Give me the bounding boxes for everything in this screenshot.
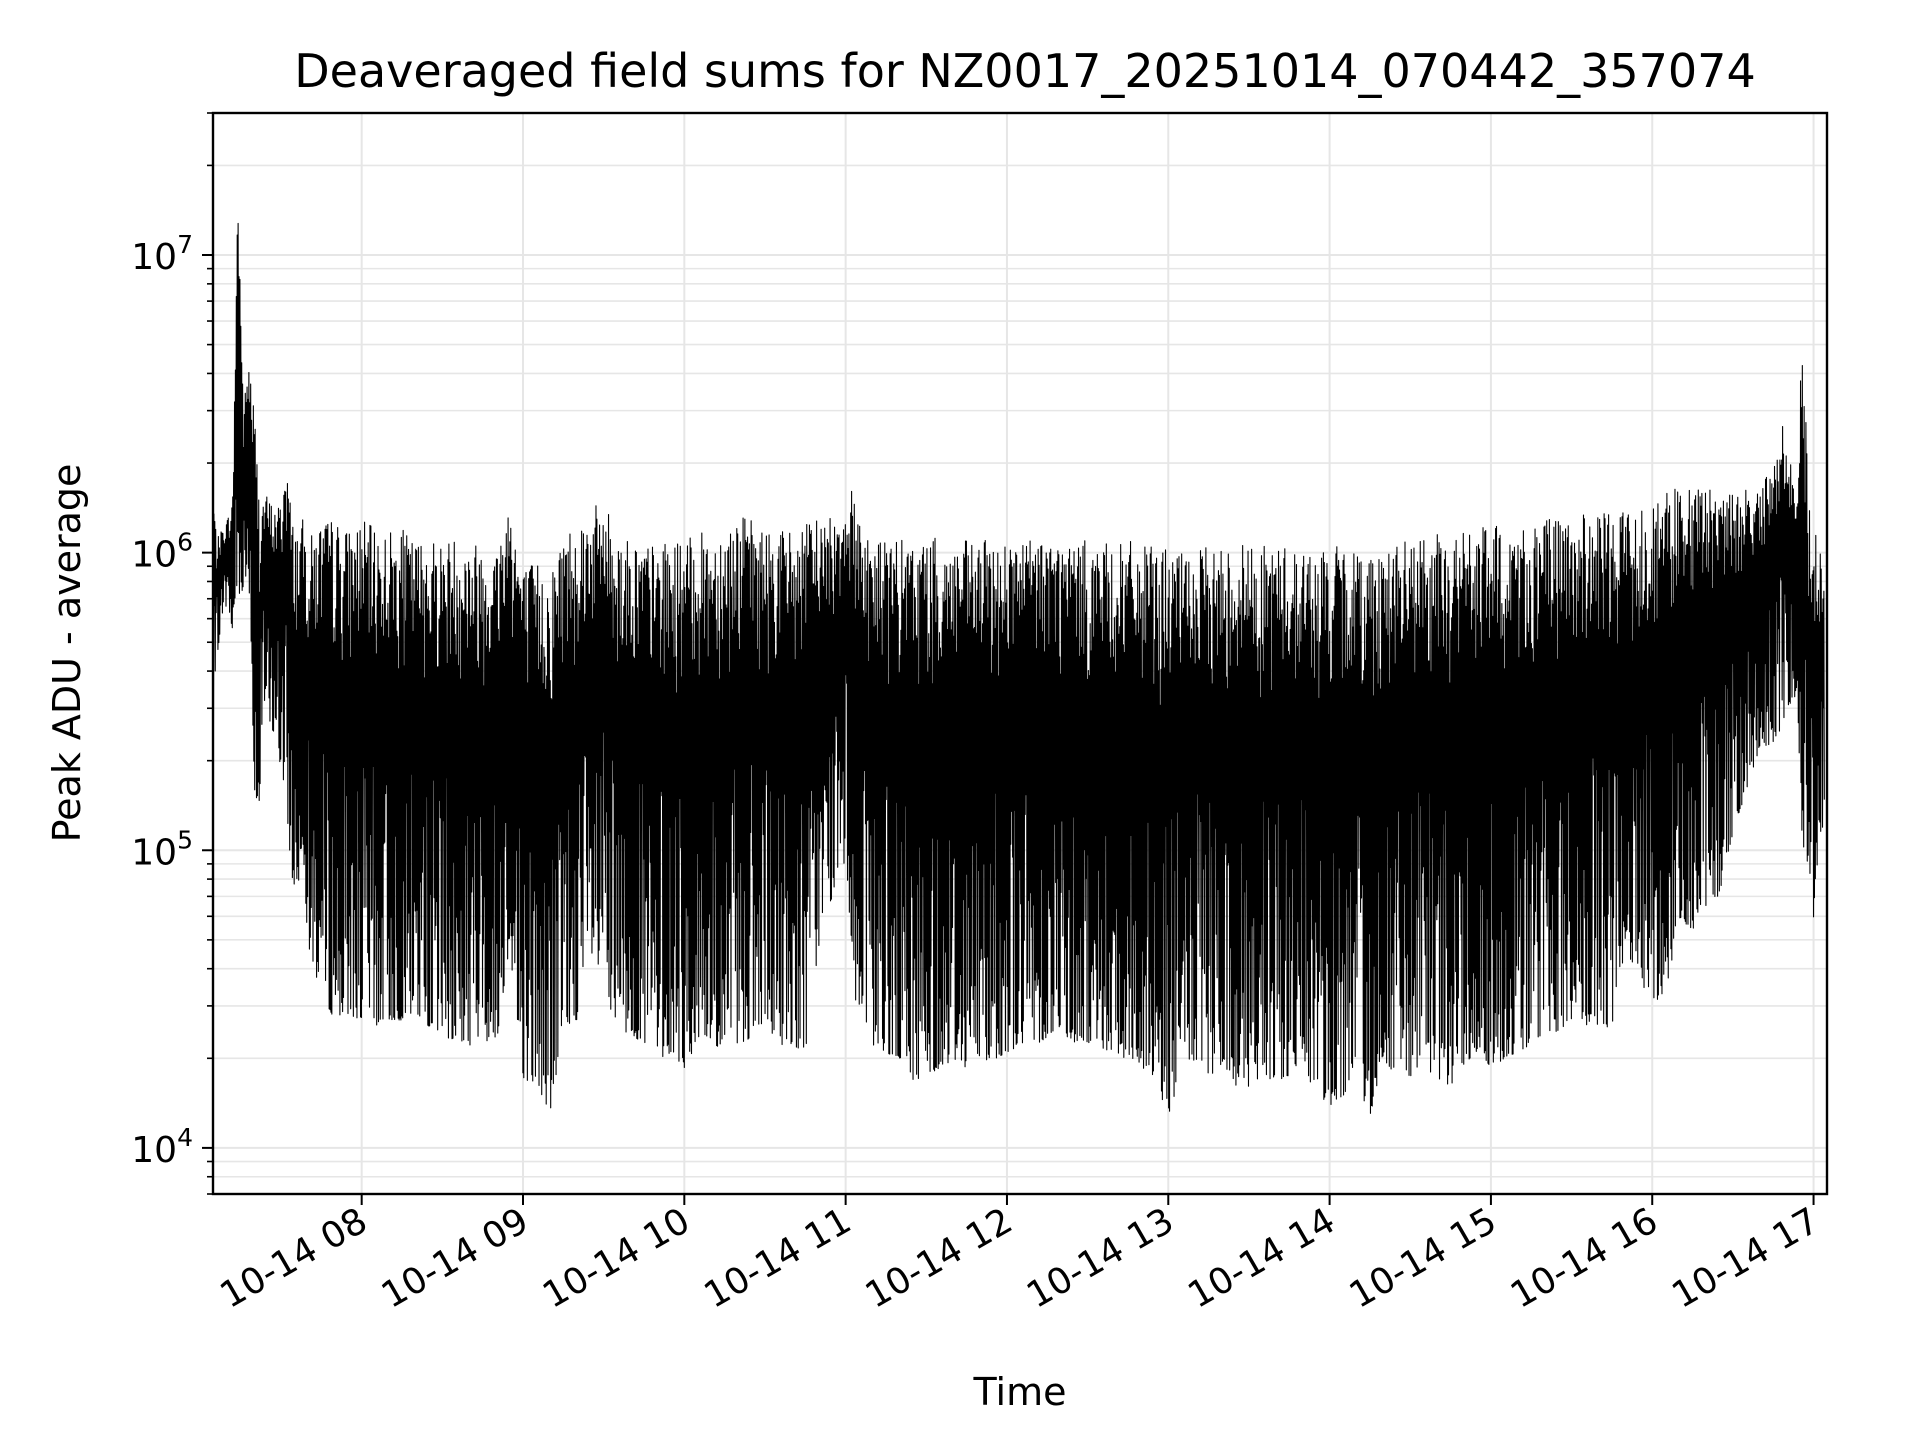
y-tick-label: 105 [131,825,193,873]
series-signal [212,222,1825,1114]
x-axis-label: Time [973,1370,1067,1414]
y-tick-label: 104 [131,1123,193,1171]
series-line [212,222,1825,1114]
y-tick-label: 106 [131,528,193,576]
y-axis: 104 105 106 107 [131,112,213,1195]
y-axis-label: Peak ADU - average [45,464,89,843]
plot-frame [211,111,1829,1196]
y-tick-label: 107 [131,230,193,278]
chart-title: Deaveraged field sums for NZ0017_2025101… [294,44,1755,98]
